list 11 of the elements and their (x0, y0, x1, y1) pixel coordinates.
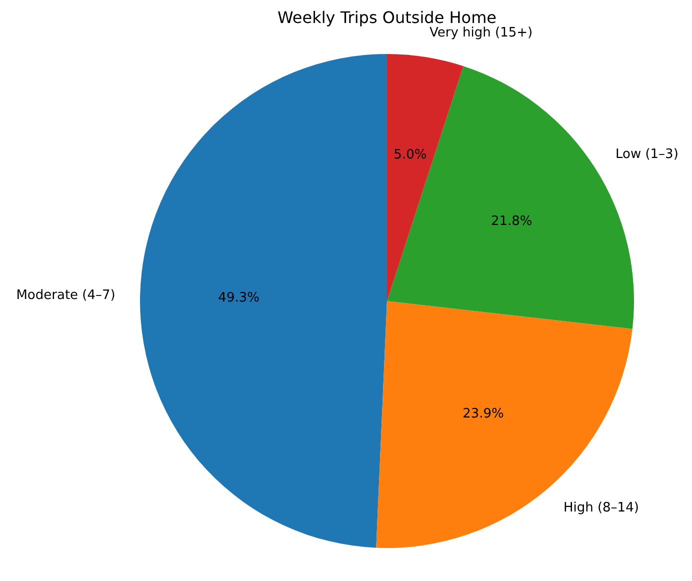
slice-label: Very high (15+) (430, 26, 533, 41)
data-label: 23.9% (462, 406, 504, 422)
pie-slice (387, 54, 464, 301)
data-label: 5.0% (394, 148, 427, 163)
pie-slice (140, 54, 387, 548)
data-label: 21.8% (490, 214, 532, 229)
slice-label: Low (1–3) (615, 146, 678, 162)
slice-label: High (8–14) (563, 500, 639, 516)
data-label: 49.3% (218, 290, 260, 306)
chart-title: Weekly Trips Outside Home (278, 8, 496, 27)
slice-label: Moderate (4–7) (16, 288, 116, 304)
